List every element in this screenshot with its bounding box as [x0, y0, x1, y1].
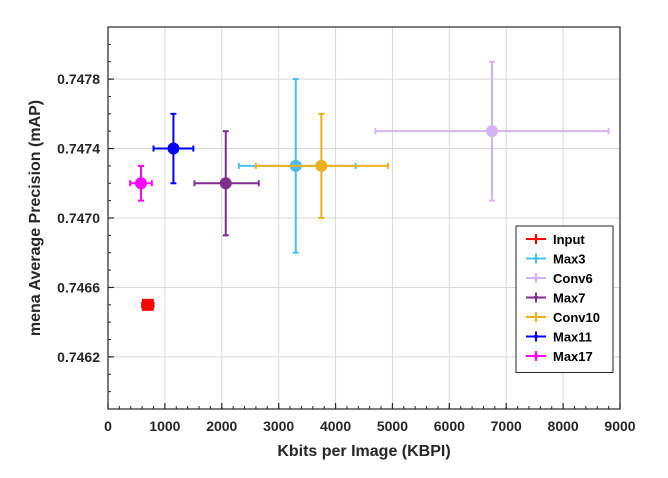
series-max7	[193, 130, 260, 237]
max17-point	[134, 177, 147, 190]
series-input	[141, 298, 155, 311]
axis-ticks: 0 1000 2000 3000 4000 5000 6000 7000 8000 9000 0.7…	[57, 26, 636, 434]
x-tick-label: 9000	[604, 418, 635, 434]
conv10-point	[315, 159, 328, 172]
max11-point	[167, 142, 180, 155]
legend-box	[515, 225, 614, 373]
legend-marker-max11	[534, 334, 538, 339]
series-max17	[129, 164, 153, 202]
x-tick-label: 8000	[548, 418, 579, 434]
x-tick-label: 2000	[206, 418, 237, 434]
y-tick-label: 0.7466	[57, 279, 100, 295]
x-tick-label: 0	[104, 418, 112, 434]
legend-label-conv6: Conv6	[553, 271, 593, 286]
series-conv10	[254, 112, 389, 219]
y-tick-label: 0.7474	[57, 141, 100, 157]
series-conv6	[374, 60, 610, 202]
x-tick-label: 3000	[263, 418, 294, 434]
x-tick-label: 1000	[149, 418, 180, 434]
y-tick-label: 0.7470	[57, 210, 100, 226]
data-marks	[129, 60, 610, 311]
legend-marker-conv10	[534, 315, 538, 319]
conv6-point	[486, 125, 498, 138]
legend-marker-input	[534, 237, 538, 241]
legend-label-conv10: Conv10	[553, 310, 600, 325]
legend-marker-max7	[534, 295, 538, 300]
legend-label-max17: Max17	[553, 349, 593, 364]
x-tick-label: 5000	[377, 418, 408, 434]
legend-label-input: Input	[553, 232, 585, 247]
x-tick-label: 7000	[491, 418, 522, 434]
x-tick-label: 4000	[320, 418, 351, 434]
y-tick-label: 0.7462	[57, 349, 100, 365]
max7-point	[219, 177, 232, 190]
legend-label-max11: Max11	[553, 330, 592, 345]
legend-label-max3: Max3	[553, 252, 586, 267]
y-axis-label: mena Average Precision (mAP)	[27, 100, 44, 336]
input-point	[141, 298, 154, 311]
legend-label-max7: Max7	[553, 291, 586, 306]
legend-marker-max3	[534, 256, 538, 261]
grid	[107, 27, 621, 409]
legend: Input Max3 Conv6 Max7 Conv10 Max11 Max17	[515, 225, 614, 373]
x-tick-label: 6000	[434, 418, 465, 434]
y-tick-label: 0.7478	[57, 71, 100, 87]
legend-marker-max17	[534, 354, 538, 358]
x-axis-label: Kbits per Image (KBPI)	[277, 443, 450, 460]
series-max11	[152, 112, 195, 185]
legend-marker-conv6	[534, 276, 538, 280]
